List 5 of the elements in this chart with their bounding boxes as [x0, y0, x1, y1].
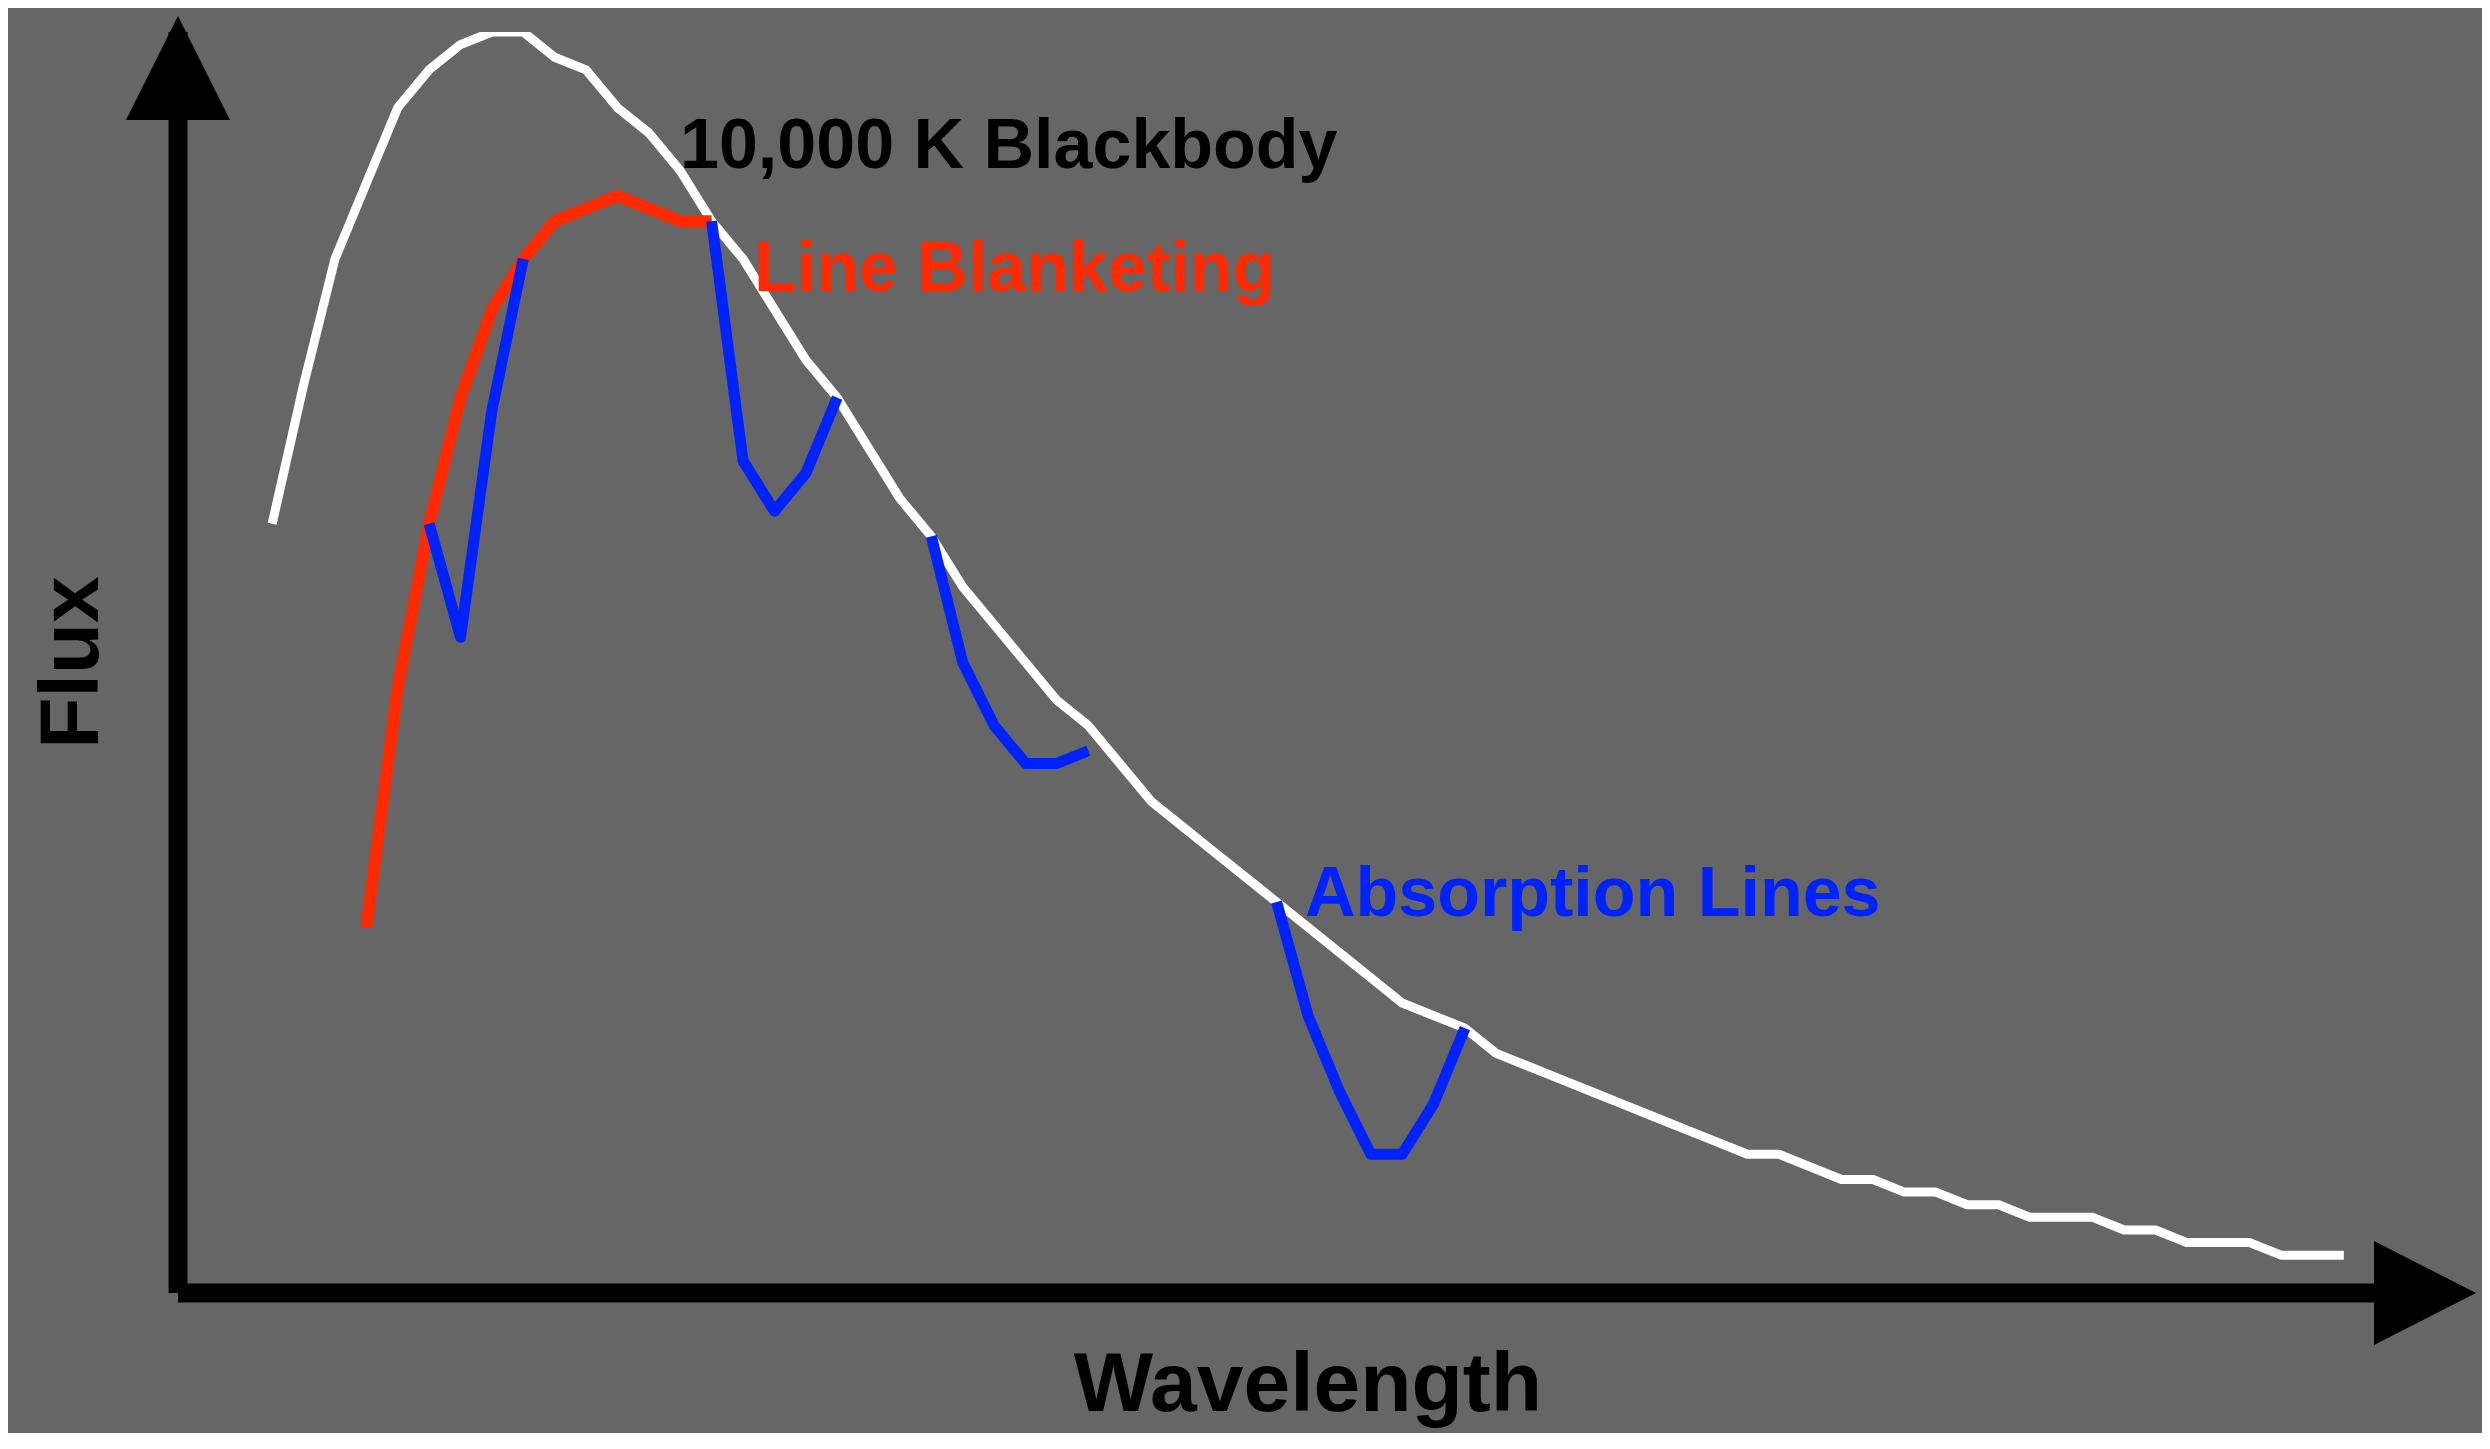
- series-label: Line Blanketing: [754, 228, 1276, 306]
- y-axis-title: Flux: [21, 575, 116, 749]
- series-label: 10,000 K Blackbody: [680, 105, 1338, 183]
- x-axis-title: Wavelength: [1073, 1335, 1543, 1429]
- series-label: Absorption Lines: [1305, 853, 1881, 931]
